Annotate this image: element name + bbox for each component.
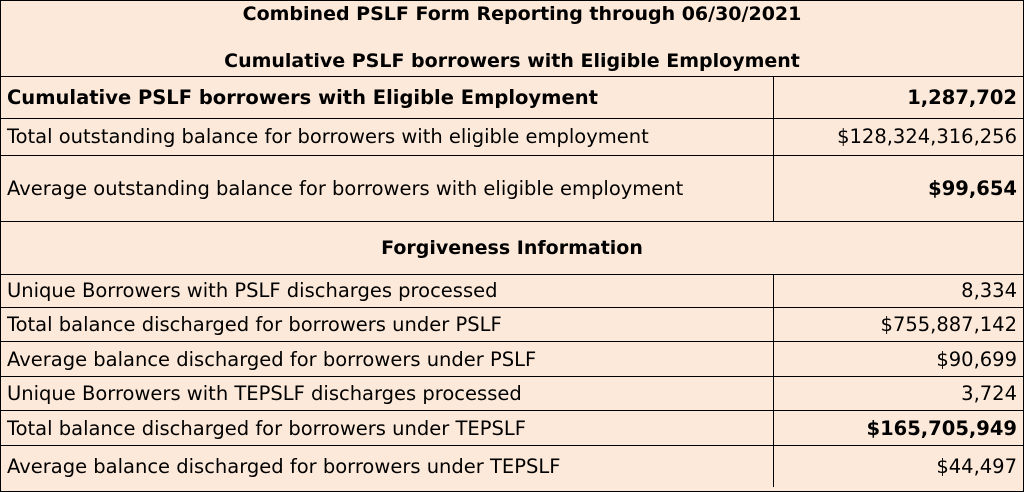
row-label: Average balance discharged for borrowers… <box>1 341 774 377</box>
row-label: Average balance discharged for borrowers… <box>7 454 561 478</box>
row-value: $165,705,949 <box>773 410 1023 446</box>
table-row: Total balance discharged for borrowers u… <box>1 410 1023 446</box>
row-label: Total balance discharged for borrowers u… <box>1 410 774 446</box>
row-label: Unique Borrowers with TEPSLF discharges … <box>1 376 774 411</box>
forgiveness-table: Unique Borrowers with PSLF discharges pr… <box>1 274 1023 487</box>
table-row: Average outstanding balance for borrower… <box>1 155 1023 222</box>
row-value: $90,699 <box>773 341 1023 377</box>
row-value: $128,324,316,256 <box>773 118 1023 156</box>
row-value: 1,287,702 <box>773 77 1023 119</box>
report-subtitle: Cumulative PSLF borrowers with Eligible … <box>1 28 1023 77</box>
row-label: Cumulative PSLF borrowers with Eligible … <box>1 77 774 119</box>
report-title: Combined PSLF Form Reporting through 06/… <box>242 3 802 25</box>
table-row: Total outstanding balance for borrowers … <box>1 118 1023 156</box>
table-row: Unique Borrowers with PSLF discharges pr… <box>1 274 1023 308</box>
row-value: $755,887,142 <box>773 307 1023 342</box>
table-row: Average balance discharged for borrowers… <box>1 445 1023 487</box>
employment-table: Cumulative PSLF borrowers with Eligible … <box>1 77 1023 222</box>
row-label: Total balance discharged for borrowers u… <box>1 307 774 342</box>
table-row: Unique Borrowers with TEPSLF discharges … <box>1 376 1023 411</box>
row-value: $99,654 <box>773 155 1023 222</box>
row-label: Average outstanding balance for borrower… <box>1 155 774 222</box>
row-value: 3,724 <box>773 376 1023 411</box>
table-row: Cumulative PSLF borrowers with Eligible … <box>1 77 1023 119</box>
forgiveness-heading: Forgiveness Information <box>1 222 1023 275</box>
row-value: $44,497 <box>773 445 1023 487</box>
row-value: 8,334 <box>773 274 1023 308</box>
row-label: Total outstanding balance for borrowers … <box>1 118 774 156</box>
table-row: Total balance discharged for borrowers u… <box>1 307 1023 342</box>
row-label: Unique Borrowers with PSLF discharges pr… <box>1 274 774 308</box>
table-row: Average balance discharged for borrowers… <box>1 341 1023 377</box>
